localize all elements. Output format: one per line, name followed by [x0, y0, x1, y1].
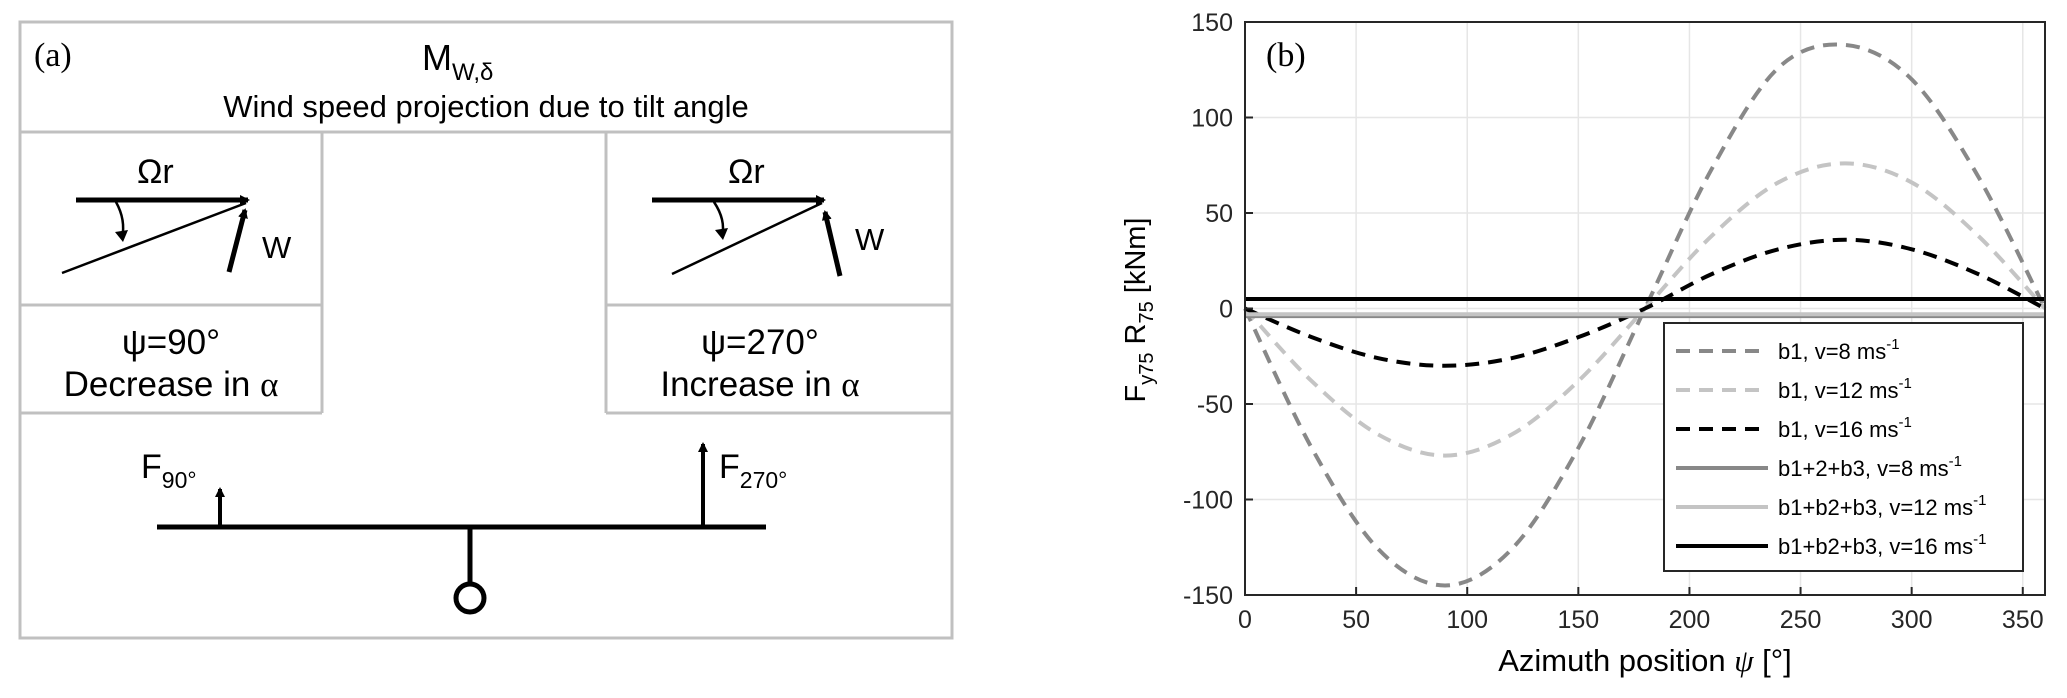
x-axis-label-text: Azimuth position [1498, 643, 1734, 678]
left-relative-velocity-line [61, 201, 247, 275]
right-relative-velocity-line [671, 201, 823, 276]
legend-label-superscript: -1 [1973, 492, 1986, 509]
legend-label-superscript: -1 [1886, 336, 1899, 353]
legend-label-text: b1+b2+b3, v=16 ms [1778, 534, 1973, 559]
x-tick-label: 200 [1669, 606, 1711, 634]
right-w-arrow [821, 210, 843, 277]
force-270-label: F270° [719, 448, 787, 493]
right-omega-r-label: Ωr [728, 153, 765, 191]
x-axis-label-psi: ψ [1734, 643, 1754, 678]
legend-label-text: b1+2+b3, v=8 ms [1778, 456, 1949, 481]
legend-label-6: b1+b2+b3, v=16 ms-1 [1778, 531, 1986, 559]
right-w-label: W [855, 222, 885, 257]
legend-label-5: b1+b2+b3, v=12 ms-1 [1778, 492, 1986, 520]
y-tick-label: 100 [1191, 105, 1233, 133]
force-90-subscript: 90° [162, 467, 197, 493]
legend-label-superscript: -1 [1973, 531, 1986, 548]
y-axis-title: Fy75 R75 [kNm] [1120, 218, 1158, 403]
panel-a-subtitle: Wind speed projection due to tilt angle [223, 89, 749, 124]
panel-b-label: (b) [1266, 37, 1306, 74]
left-w-label: W [262, 230, 292, 265]
left-effect-label: Decrease in α [64, 365, 279, 404]
left-omega-r-label: Ωr [137, 153, 174, 191]
force-270-subscript: 270° [740, 467, 788, 493]
y-tick-label: 150 [1191, 9, 1233, 37]
left-velocity-diagram: Ωr W [61, 153, 292, 275]
legend-label-text: b1, v=12 ms [1778, 378, 1898, 403]
rotor-beam-diagram: F90° F270° [141, 442, 787, 615]
right-psi-label: ψ=270° [701, 323, 819, 362]
right-velocity-diagram: Ωr W [652, 153, 885, 277]
y-tick-label: 50 [1205, 200, 1233, 228]
legend-label-4: b1+2+b3, v=8 ms-1 [1778, 453, 1962, 481]
legend-label-superscript: -1 [1898, 414, 1911, 431]
legend-label-1: b1, v=8 ms-1 [1778, 336, 1900, 364]
left-w-arrow [226, 208, 248, 273]
panel-a: (a) MW,δ Wind speed projection due to ti… [18, 20, 954, 640]
legend-label-text: b1, v=16 ms [1778, 417, 1898, 442]
y-axis-label-part-2: R [1120, 324, 1152, 353]
x-axis-label-unit: [°] [1754, 643, 1792, 678]
panel-b: 0 50 100 150 200 250 300 350 -150 -100 -50 0 50 100 15… [1120, 9, 2047, 678]
x-axis-label: Azimuth position ψ [°] [1498, 643, 1792, 678]
axis-ticks: 0 50 100 150 200 250 300 350 -150 -100 -50 0 50 100 15… [1183, 9, 2044, 634]
legend-label-superscript: -1 [1949, 453, 1962, 470]
x-tick-label: 300 [1891, 606, 1933, 634]
right-effect-text: Increase in [660, 365, 841, 404]
legend-label-text: b1+b2+b3, v=12 ms [1778, 495, 1973, 520]
moment-title-main: M [422, 37, 452, 78]
y-tick-label: -100 [1183, 487, 1233, 515]
hub-circle-icon [453, 581, 487, 615]
right-alpha-symbol: α [841, 365, 859, 404]
y-tick-label: -50 [1197, 391, 1233, 419]
y-axis-label: Fy75 R75 [kNm] [1120, 218, 1158, 403]
right-angle-arrowhead-icon [715, 228, 728, 240]
force-90-main: F [141, 448, 162, 486]
left-effect-text: Decrease in [64, 365, 260, 404]
series-lines [1243, 42, 2047, 588]
panel-a-label: (a) [34, 37, 72, 74]
legend-label-3: b1, v=16 ms-1 [1778, 414, 1912, 442]
x-tick-label: 100 [1446, 606, 1488, 634]
legend-label-text: b1, v=8 ms [1778, 339, 1886, 364]
y-axis-label-part-3: 75 [1136, 301, 1158, 323]
series-line-3 [1244, 237, 2046, 368]
x-tick-label: 0 [1238, 606, 1252, 634]
y-tick-label: 0 [1219, 296, 1233, 324]
y-axis-label-part-4: [kNm] [1120, 218, 1152, 302]
y-axis-label-part-1: y75 [1136, 353, 1158, 385]
left-alpha-symbol: α [260, 365, 278, 404]
legend-label-2: b1, v=12 ms-1 [1778, 375, 1912, 403]
legend-label-superscript: -1 [1898, 375, 1911, 392]
legend-box [1663, 322, 2024, 572]
y-tick-label: -150 [1183, 582, 1233, 610]
y-axis-label-part-0: F [1120, 385, 1152, 403]
left-angle-arrowhead-icon [115, 230, 128, 242]
panel-a-frame [18, 20, 954, 640]
x-tick-label: 50 [1342, 606, 1370, 634]
x-axis-title: Azimuth position ψ [°] [1498, 643, 1792, 678]
legend: b1, v=8 ms-1b1, v=12 ms-1b1, v=16 ms-1b1… [1663, 322, 2024, 572]
force-270-main: F [719, 448, 740, 486]
moment-title-subscript: W,δ [452, 59, 493, 86]
x-tick-label: 250 [1780, 606, 1822, 634]
force-90-label: F90° [141, 448, 197, 493]
x-tick-label: 350 [2002, 606, 2044, 634]
moment-title: MW,δ [422, 37, 493, 86]
x-tick-label: 150 [1557, 606, 1599, 634]
right-effect-label: Increase in α [660, 365, 859, 404]
series-line-1 [1243, 42, 2047, 588]
left-psi-label: ψ=90° [122, 323, 220, 362]
